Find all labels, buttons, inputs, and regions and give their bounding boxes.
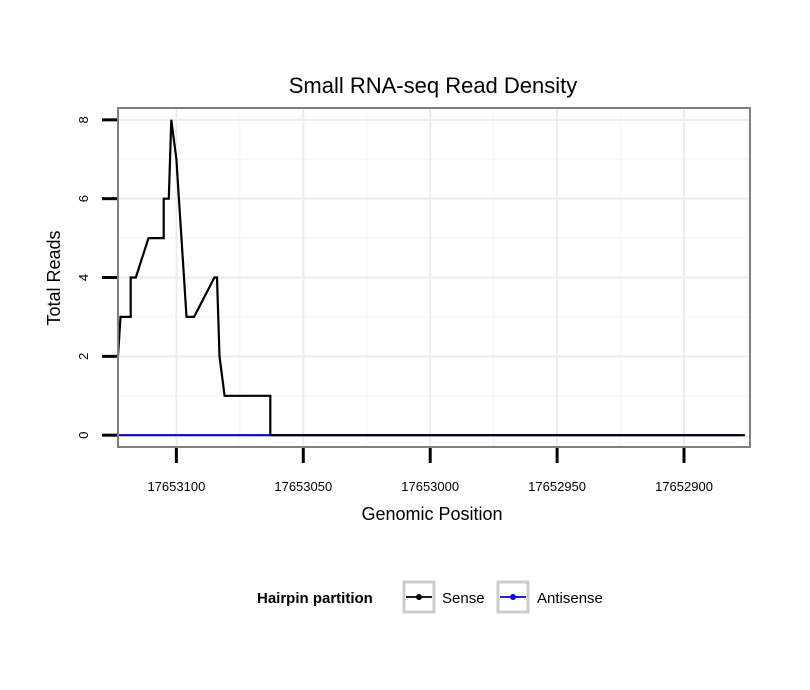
y-tick-label: 8: [76, 116, 91, 123]
legend-point-antisense: [510, 594, 516, 600]
legend-label-antisense: Antisense: [537, 590, 603, 607]
y-tick-label: 0: [76, 432, 91, 439]
x-axis-title: Genomic Position: [361, 504, 502, 524]
plot-panel: [116, 107, 751, 448]
legend-item-antisense[interactable]: Antisense: [496, 580, 603, 614]
y-tick-label: 4: [76, 274, 91, 281]
grid: [118, 108, 750, 447]
x-tick-label: 17653050: [274, 479, 332, 494]
legend-title: Hairpin partition: [257, 590, 373, 607]
y-tick-label: 6: [76, 195, 91, 202]
y-axis: 0 2 4 6 8: [76, 116, 117, 439]
x-tick-label: 17653100: [147, 479, 205, 494]
legend-label-sense: Sense: [442, 590, 485, 607]
chart-title: Small RNA-seq Read Density: [289, 73, 578, 98]
series-layer: [116, 119, 745, 437]
legend-item-sense[interactable]: Sense: [402, 580, 485, 614]
legend-point-sense: [416, 594, 422, 600]
x-tick-label: 17652900: [655, 479, 713, 494]
series-line-sense: [116, 119, 745, 437]
y-tick-label: 2: [76, 353, 91, 360]
plot-frame: [117, 107, 751, 448]
legend: Hairpin partition Sense Antisense: [257, 580, 603, 614]
x-axis: 17653100 17653050 17653000 17652950 17652900: [147, 448, 713, 494]
x-tick-label: 17653000: [401, 479, 459, 494]
y-axis-title: Total Reads: [44, 230, 64, 325]
x-tick-label: 17652950: [528, 479, 586, 494]
